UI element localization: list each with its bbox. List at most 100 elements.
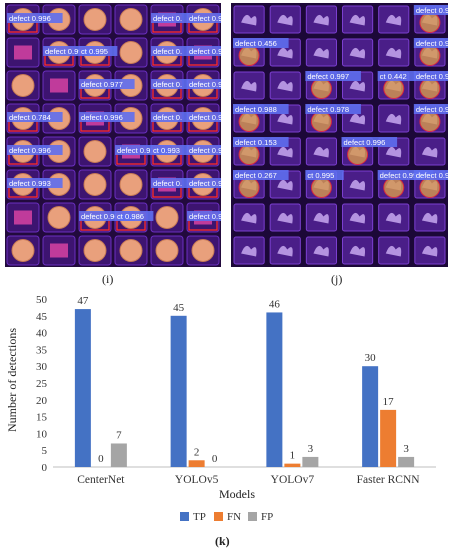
detection-label-bg xyxy=(413,71,448,81)
data-label: 7 xyxy=(116,429,122,441)
detection-label: defect 0.915 xyxy=(117,146,159,155)
detection-label-bg xyxy=(79,211,135,221)
detection-label-bg xyxy=(377,71,417,81)
detection-label: defect 0.998 xyxy=(416,171,448,180)
plant-pot xyxy=(83,140,107,163)
chart-bars xyxy=(74,309,415,467)
legend-label: TP xyxy=(193,511,206,523)
plant-blob xyxy=(50,243,68,258)
bar-fp xyxy=(302,456,319,467)
detection-label-bg xyxy=(233,38,289,48)
detection-label-bg xyxy=(7,145,63,155)
defect-marker xyxy=(310,177,332,198)
detection-label: ct 0.993 xyxy=(153,146,180,155)
plant-pot xyxy=(11,239,35,262)
data-label: 0 xyxy=(212,453,218,465)
detection-label: defect 0.997 xyxy=(380,171,422,180)
seedling xyxy=(349,47,366,59)
detection-label-bg xyxy=(413,38,448,48)
y-tick-label: 45 xyxy=(36,311,48,323)
bar-tp xyxy=(74,309,91,467)
plant-pot xyxy=(47,206,71,229)
y-tick-label: 5 xyxy=(42,445,48,457)
seedling xyxy=(349,113,366,125)
detection-label: defect 0. xyxy=(153,179,182,188)
data-label: 46 xyxy=(269,298,281,310)
y-tick-label: 10 xyxy=(36,428,48,440)
detection-label: defect 0.999 xyxy=(416,105,448,114)
chart-legend: TP FN FP xyxy=(180,511,273,523)
detection-label: defect 0.993 xyxy=(9,179,51,188)
detection-label-bg xyxy=(187,79,221,89)
y-tick-label: 35 xyxy=(36,344,48,356)
bar-fn xyxy=(188,460,205,467)
defect-marker xyxy=(238,177,260,198)
plant-blob xyxy=(14,45,32,60)
defect-marker xyxy=(419,78,441,99)
legend-label: FN xyxy=(227,511,241,523)
plant-pot xyxy=(119,8,143,31)
detection-label-bg xyxy=(305,71,361,81)
y-tick-label: 25 xyxy=(36,378,48,390)
detection-label-bg xyxy=(115,145,171,155)
seedling xyxy=(313,146,329,158)
seedling xyxy=(385,212,402,224)
detection-label: defect 0.987 xyxy=(189,212,221,221)
seedling xyxy=(313,14,329,26)
detection-label: defect 0.960 xyxy=(189,113,221,122)
bar-tp xyxy=(170,315,187,467)
detection-label: defect 0.996 xyxy=(344,138,386,147)
plant-pot xyxy=(83,239,107,262)
plant-pot xyxy=(191,239,215,262)
data-label: 0 xyxy=(98,453,104,465)
seedling xyxy=(277,212,293,224)
y-tick-label: 50 xyxy=(36,294,48,306)
detection-label: defect 0.993 xyxy=(416,6,448,15)
detection-labels-i: defect 0.996 defect 0. defect 0.998 defect … xyxy=(7,13,221,231)
detection-label: defect 0.997 xyxy=(307,72,349,81)
detection-label: defect 0.978 xyxy=(307,105,349,114)
legend-swatch-fp xyxy=(248,512,257,521)
detection-label-bg xyxy=(79,46,118,56)
detection-label-bg xyxy=(115,211,154,221)
bar-tp xyxy=(362,366,379,467)
y-axis-title: Number of detections xyxy=(5,328,19,432)
seedling xyxy=(277,245,293,257)
detection-label: defect 0.986 xyxy=(189,80,221,89)
defect-marker xyxy=(419,12,441,33)
detection-label: ct 0.995 xyxy=(81,47,108,56)
detection-label: ct 0.995 xyxy=(307,171,334,180)
data-label: 1 xyxy=(290,450,296,462)
detection-label-bg xyxy=(233,170,289,180)
detection-label-bg xyxy=(7,178,63,188)
detection-photo-i-canvas: defect 0.996 defect 0. defect 0.998 defect … xyxy=(5,3,221,267)
data-label: 3 xyxy=(308,443,314,455)
detection-label-bg xyxy=(151,112,194,122)
seedling xyxy=(385,47,402,59)
defect-marker xyxy=(238,111,260,132)
defect-marker xyxy=(310,111,332,132)
detection-label: defect 0.153 xyxy=(235,138,277,147)
seedling xyxy=(385,146,402,158)
bar-fp xyxy=(110,443,127,467)
legend-swatch-fn xyxy=(214,512,223,521)
detection-label-bg xyxy=(7,13,63,23)
plant-pot xyxy=(11,74,35,97)
x-tick-label: Faster RCNN xyxy=(357,474,421,486)
defect-marker xyxy=(238,45,260,66)
detection-label-bg xyxy=(413,5,448,15)
plant-pot xyxy=(83,8,107,31)
seedling xyxy=(385,14,402,26)
detection-label: defect 0.456 xyxy=(235,39,277,48)
data-label: 17 xyxy=(383,396,395,408)
detection-label: defect 0.988 xyxy=(235,105,277,114)
detection-label-bg xyxy=(305,104,361,114)
seedling xyxy=(313,212,329,224)
detection-label: defect 0.999 xyxy=(416,39,448,48)
plant-pot xyxy=(119,239,143,262)
detection-label: defect 0. xyxy=(153,47,182,56)
defect-marker xyxy=(310,78,332,99)
seedling xyxy=(277,14,293,26)
